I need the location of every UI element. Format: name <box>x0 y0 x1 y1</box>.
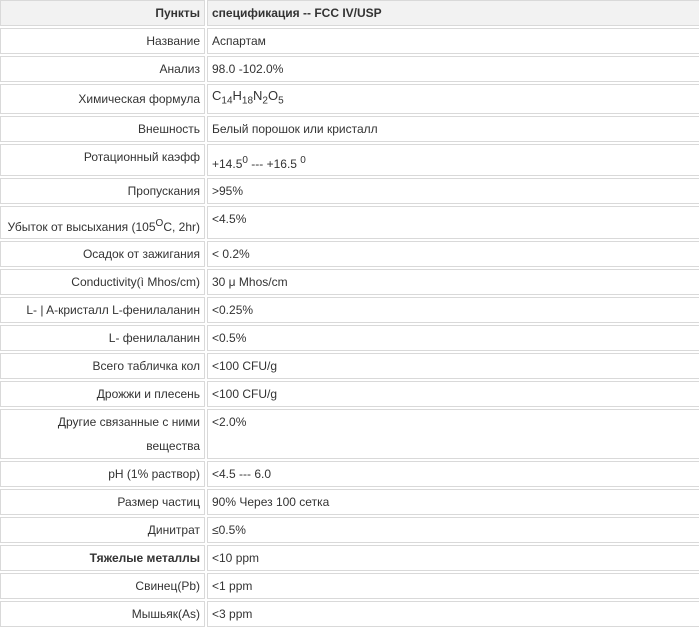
row-value: Белый порошок или кристалл <box>207 115 699 142</box>
table-row: Осадок от зажигания < 0.2% <box>0 240 699 267</box>
table-row: Химическая формула C14H18N2O5 <box>0 84 699 114</box>
row-value: <0.25% <box>207 296 699 323</box>
row-value: 90% Через 100 сетка <box>207 488 699 515</box>
table-row: Conductivity(ì Mhos/cm) 30 μ Mhos/cm <box>0 268 699 295</box>
row-name: Conductivity(ì Mhos/cm) <box>0 268 205 295</box>
row-value: <100 CFU/g <box>207 380 699 407</box>
row-value: <10 ppm <box>207 544 699 571</box>
table-row: Название Аспартам <box>0 28 699 54</box>
row-value: 30 μ Mhos/cm <box>207 268 699 295</box>
row-name: Анализ <box>0 56 205 82</box>
row-name: Пропускания <box>0 177 205 204</box>
row-name: Химическая формула <box>0 84 205 114</box>
row-value: <3 ppm <box>207 600 699 627</box>
row-name: Всего табличка кол <box>0 352 205 379</box>
row-name: Размер частиц <box>0 488 205 515</box>
table-row: L- фенилаланин <0.5% <box>0 324 699 351</box>
row-value: ≤0.5% <box>207 516 699 543</box>
table-row: Ротационный каэфф +14.50 --- +16.5 0 <box>0 143 699 176</box>
row-name: Осадок от зажигания <box>0 240 205 267</box>
rotation-value: +14.50 --- +16.5 0 <box>207 143 699 176</box>
table-header-row: Пункты спецификация -- FCC IV/USP <box>0 0 699 26</box>
table-row: Всего табличка кол <100 CFU/g <box>0 352 699 379</box>
row-name: Название <box>0 28 205 54</box>
row-value: <4.5 --- 6.0 <box>207 460 699 487</box>
table-row: Мышьяк(As) <3 ppm <box>0 600 699 627</box>
row-name: Динитрат <box>0 516 205 543</box>
table-row: pH (1% раствор) <4.5 --- 6.0 <box>0 460 699 487</box>
header-items: Пункты <box>0 0 205 26</box>
row-value: <1 ppm <box>207 572 699 599</box>
row-value: 98.0 -102.0% <box>207 56 699 82</box>
row-value: >95% <box>207 177 699 204</box>
table-row: Внешность Белый порошок или кристалл <box>0 115 699 142</box>
row-value: < 0.2% <box>207 240 699 267</box>
table-row: Размер частиц 90% Через 100 сетка <box>0 488 699 515</box>
row-name: Свинец(Pb) <box>0 572 205 599</box>
row-value: <100 CFU/g <box>207 352 699 379</box>
table-row: L- | A-кристалл L-фенилаланин <0.25% <box>0 296 699 323</box>
table-row: Динитрат ≤0.5% <box>0 516 699 543</box>
table-row: Другие связанные с ними вещества <2.0% <box>0 408 699 459</box>
table-row: Свинец(Pb) <1 ppm <box>0 572 699 599</box>
row-name: L- фенилаланин <box>0 324 205 351</box>
row-name: Убыток от высыхания (105OC, 2hr) <box>0 205 205 239</box>
row-value: <2.0% <box>207 408 699 459</box>
row-value: <0.5% <box>207 324 699 351</box>
row-name: Внешность <box>0 115 205 142</box>
table-row: Убыток от высыхания (105OC, 2hr) <4.5% <box>0 205 699 239</box>
table-row: Тяжелые металлы <10 ppm <box>0 544 699 571</box>
table-row: Анализ 98.0 -102.0% <box>0 56 699 82</box>
chemical-formula-value: C14H18N2O5 <box>207 84 699 114</box>
table-row: Пропускания >95% <box>0 177 699 204</box>
row-name: Мышьяк(As) <box>0 600 205 627</box>
row-name: Тяжелые металлы <box>0 544 205 571</box>
row-name: Другие связанные с ними вещества <box>0 408 205 459</box>
row-value: <4.5% <box>207 205 699 239</box>
header-specification: спецификация -- FCC IV/USP <box>207 0 699 26</box>
row-name: Ротационный каэфф <box>0 143 205 176</box>
table-row: Дрожжи и плесень <100 CFU/g <box>0 380 699 407</box>
row-name: pH (1% раствор) <box>0 460 205 487</box>
row-name: Дрожжи и плесень <box>0 380 205 407</box>
row-value: Аспартам <box>207 28 699 54</box>
row-name: L- | A-кристалл L-фенилаланин <box>0 296 205 323</box>
